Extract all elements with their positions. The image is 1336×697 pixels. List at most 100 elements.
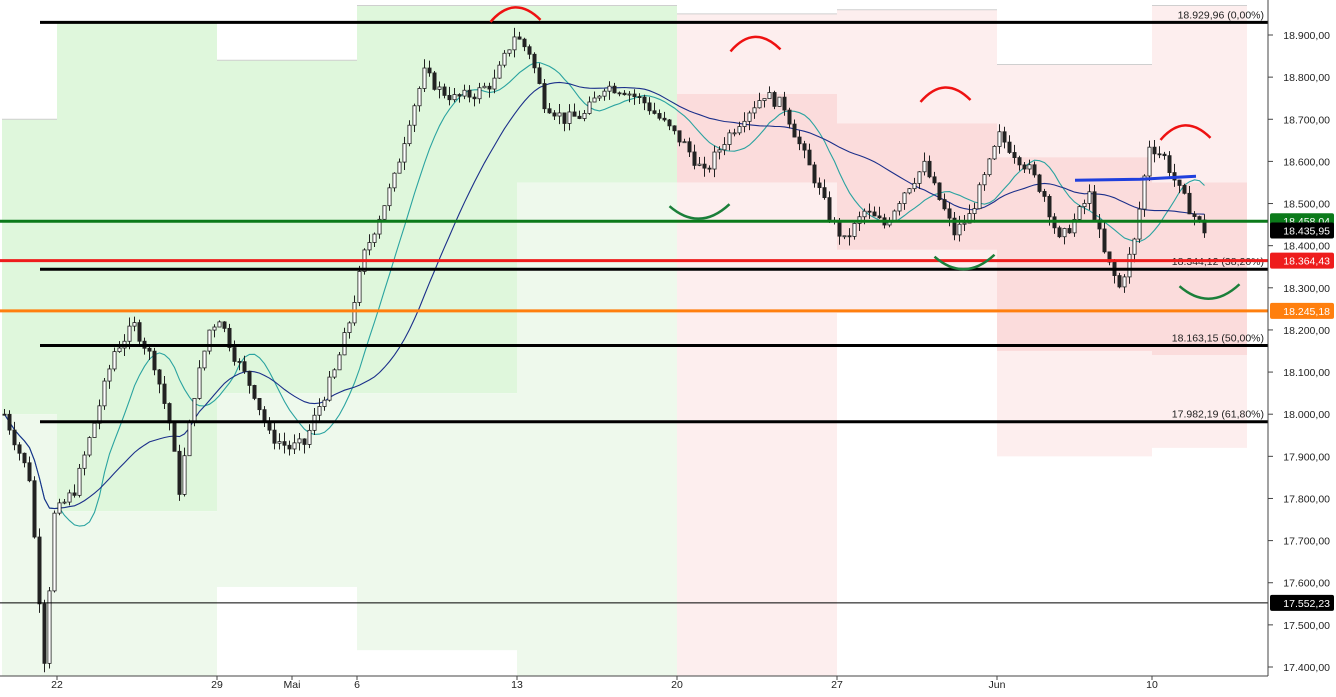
candle-down (817, 182, 822, 189)
candle-down (867, 210, 872, 213)
candle-up (337, 354, 342, 371)
candle-up (967, 213, 972, 224)
price-tick-label: 17.900,00 (1283, 451, 1330, 463)
candle-up (62, 501, 67, 504)
candle-down (457, 94, 462, 97)
fib-level-label: 18.163,15 (50,00%) (1172, 332, 1264, 344)
candle-down (637, 96, 642, 98)
candle-down (1117, 275, 1122, 288)
candle-down (172, 422, 177, 452)
trend-line (1074, 174, 1197, 182)
candle-down (632, 93, 637, 97)
price-tick-label: 18.300,00 (1283, 283, 1330, 295)
candle-down (32, 480, 37, 538)
candle-down (822, 187, 827, 199)
candle-down (17, 444, 22, 454)
week-box-body (2, 119, 57, 415)
candle-up (1072, 218, 1077, 234)
candle-up (1142, 175, 1147, 210)
candle-down (252, 385, 257, 399)
candle-down (467, 89, 472, 98)
candle-down (827, 197, 832, 221)
candle-up (907, 188, 912, 194)
ma-slow-line (4, 81, 1205, 510)
week-box-body (217, 60, 357, 394)
week-box-body (57, 22, 217, 512)
candle-up (347, 322, 352, 333)
candle-down (927, 160, 932, 178)
time-tick-label: 22 (51, 679, 63, 691)
candle-up (742, 120, 747, 127)
candle-up (982, 174, 987, 186)
candle-up (757, 100, 762, 109)
candle-up (1082, 203, 1087, 208)
week-box-lower (677, 182, 837, 676)
candle-down (537, 67, 542, 84)
candle-down (657, 113, 662, 119)
candle-down (1177, 179, 1182, 186)
candle-up (307, 429, 312, 445)
candle-up (182, 455, 187, 495)
price-tick-label: 18.400,00 (1283, 241, 1330, 253)
candle-up (852, 223, 857, 237)
price-badge (1270, 594, 1334, 611)
candle-up (382, 205, 387, 220)
candle-down (1182, 185, 1187, 194)
fib-level-label: 17.982,19 (61,80%) (1172, 409, 1264, 421)
candle-up (437, 86, 442, 90)
candle-up (482, 85, 487, 89)
candle-up (392, 172, 397, 189)
candle-down (642, 96, 647, 104)
candle-down (237, 361, 242, 363)
candle-down (847, 235, 852, 238)
price-axis: 18.900,00 18.800,00 18.700,00 18.600,00 18.5… (1267, 0, 1334, 676)
candle-down (1102, 228, 1107, 253)
candle-down (147, 347, 152, 352)
price-badge (1270, 302, 1334, 319)
candle-down (262, 409, 267, 423)
candle-up (892, 210, 897, 222)
candle-down (807, 149, 812, 166)
week-box-lower (57, 511, 217, 676)
candle-down (162, 383, 167, 404)
candle-down (282, 441, 287, 446)
candle-up (602, 90, 607, 97)
candle-up (82, 454, 87, 469)
candles (2, 27, 1207, 673)
price-badge-label: 18.364,43 (1283, 256, 1330, 268)
time-tick-label: 27 (831, 679, 843, 691)
candle-down (12, 429, 17, 446)
candle-up (1062, 228, 1067, 238)
candle-down (667, 119, 672, 127)
candle-up (297, 438, 302, 444)
candle-down (612, 85, 617, 94)
candle-down (687, 141, 692, 153)
price-tick-label: 18.600,00 (1283, 156, 1330, 168)
candle-up (452, 94, 457, 101)
candle-up (377, 218, 382, 235)
candle-up (397, 161, 402, 174)
price-badge (1270, 222, 1334, 239)
candle-up (412, 105, 417, 126)
candle-up (317, 406, 322, 416)
candle-down (952, 217, 957, 236)
week-box-upper (997, 64, 1152, 158)
candle-down (782, 96, 787, 111)
candle-up (1027, 164, 1032, 170)
candle-down (257, 398, 262, 411)
price-tick-label: 18.100,00 (1283, 367, 1330, 379)
price-tick-label: 18.500,00 (1283, 199, 1330, 211)
green-arc-annotation (668, 203, 731, 220)
candle-down (1152, 146, 1157, 155)
candle-down (1187, 192, 1192, 215)
candle-down (37, 536, 42, 605)
week-box-lower (997, 351, 1152, 457)
price-tick-label: 17.800,00 (1283, 493, 1330, 505)
candle-down (622, 92, 627, 96)
candle-down (157, 369, 162, 385)
candle-up (132, 322, 137, 327)
candle-up (587, 101, 592, 114)
candle-up (842, 235, 847, 238)
candle-up (862, 210, 867, 218)
